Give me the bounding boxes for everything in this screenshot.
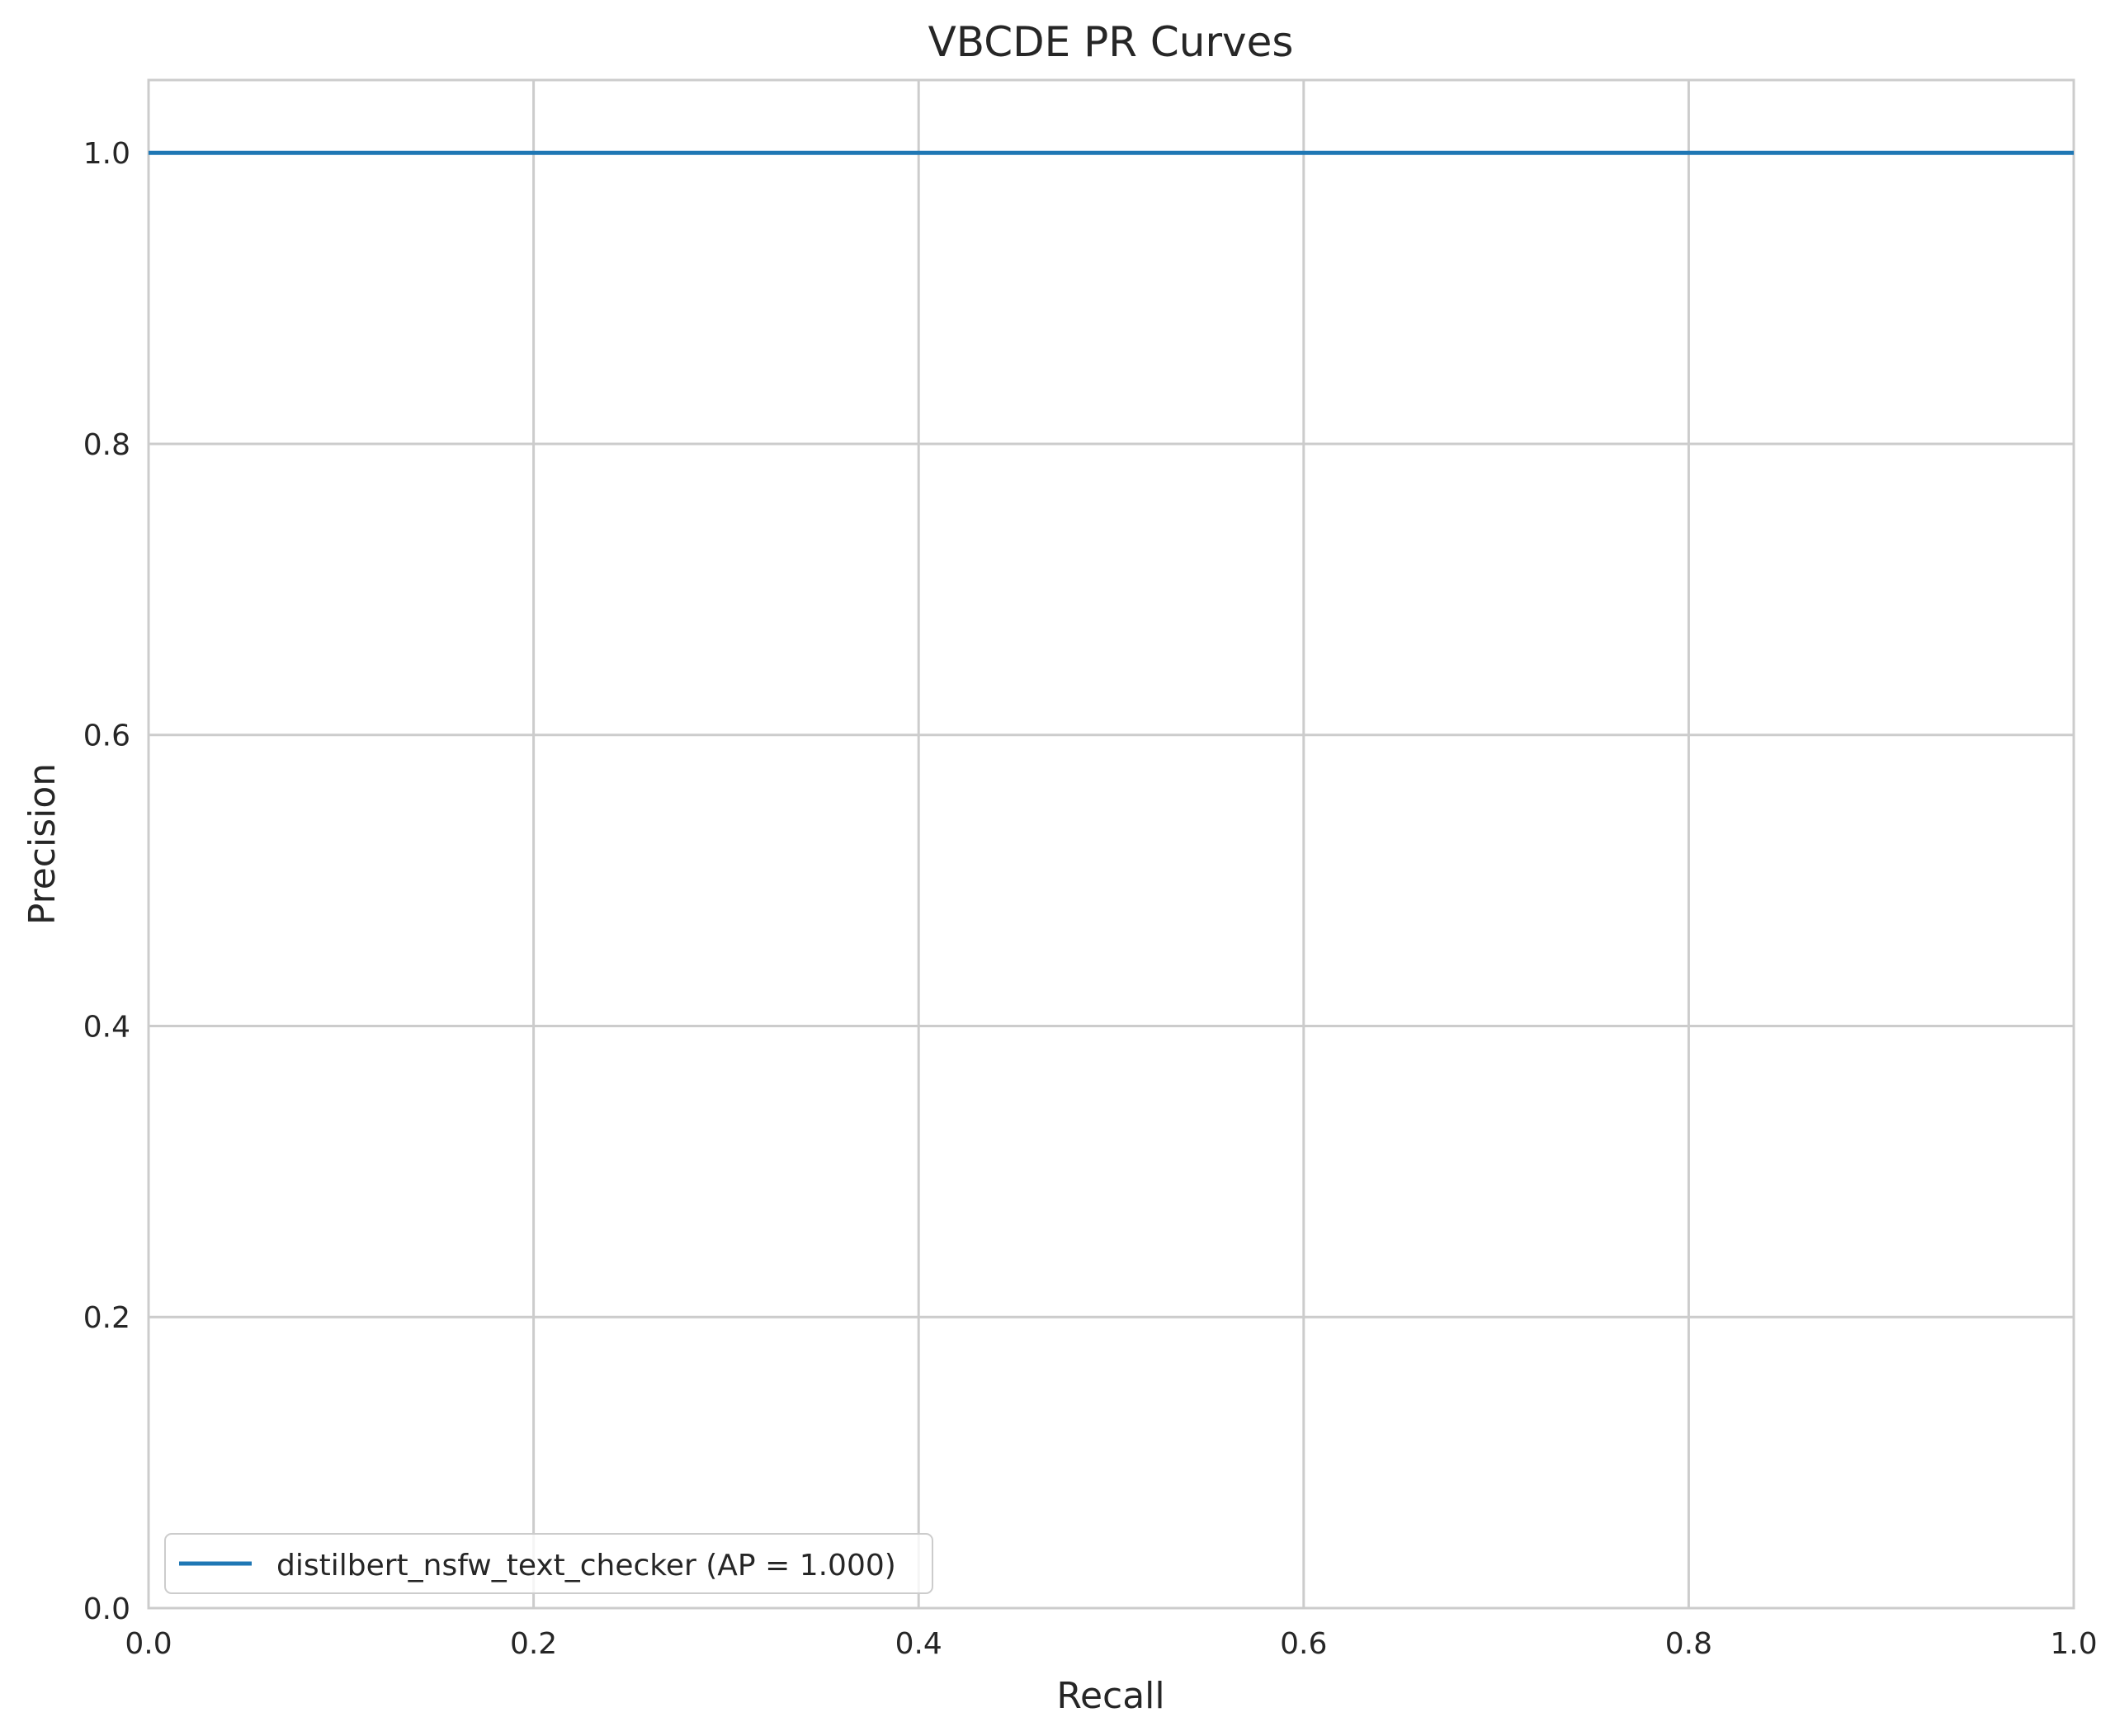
x-tick-label: 0.0 — [125, 1627, 172, 1661]
x-tick-label: 0.8 — [1665, 1627, 1712, 1661]
y-tick-label: 0.8 — [83, 428, 130, 462]
legend-box — [164, 1533, 933, 1594]
legend: distilbert_nsfw_text_checker (AP = 1.000… — [164, 1533, 933, 1594]
x-tick-label: 0.2 — [510, 1627, 557, 1661]
chart-title: VBCDE PR Curves — [928, 18, 1294, 66]
y-tick-label: 0.4 — [83, 1010, 130, 1044]
x-tick-label: 0.6 — [1280, 1627, 1327, 1661]
x-tick-label: 1.0 — [2050, 1627, 2097, 1661]
y-tick-label: 1.0 — [83, 137, 130, 171]
y-tick-label: 0.6 — [83, 719, 130, 753]
y-tick-label: 0.0 — [83, 1592, 130, 1626]
x-tick-label: 0.4 — [895, 1627, 942, 1661]
x-tick-labels: 0.0 0.2 0.4 0.6 0.8 1.0 — [125, 1627, 2097, 1661]
plot-area-frame — [147, 78, 2075, 1610]
y-axis-label: Precision — [21, 763, 64, 925]
x-axis-label: Recall — [1056, 1675, 1164, 1717]
y-tick-labels: 0.0 0.2 0.4 0.6 0.8 1.0 — [83, 137, 130, 1626]
y-tick-label: 0.2 — [83, 1301, 130, 1335]
legend-label-series-1: distilbert_nsfw_text_checker (AP = 1.000… — [276, 1549, 896, 1583]
